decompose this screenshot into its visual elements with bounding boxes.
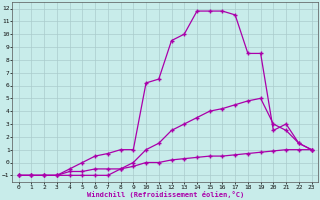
X-axis label: Windchill (Refroidissement éolien,°C): Windchill (Refroidissement éolien,°C) [86, 191, 244, 198]
